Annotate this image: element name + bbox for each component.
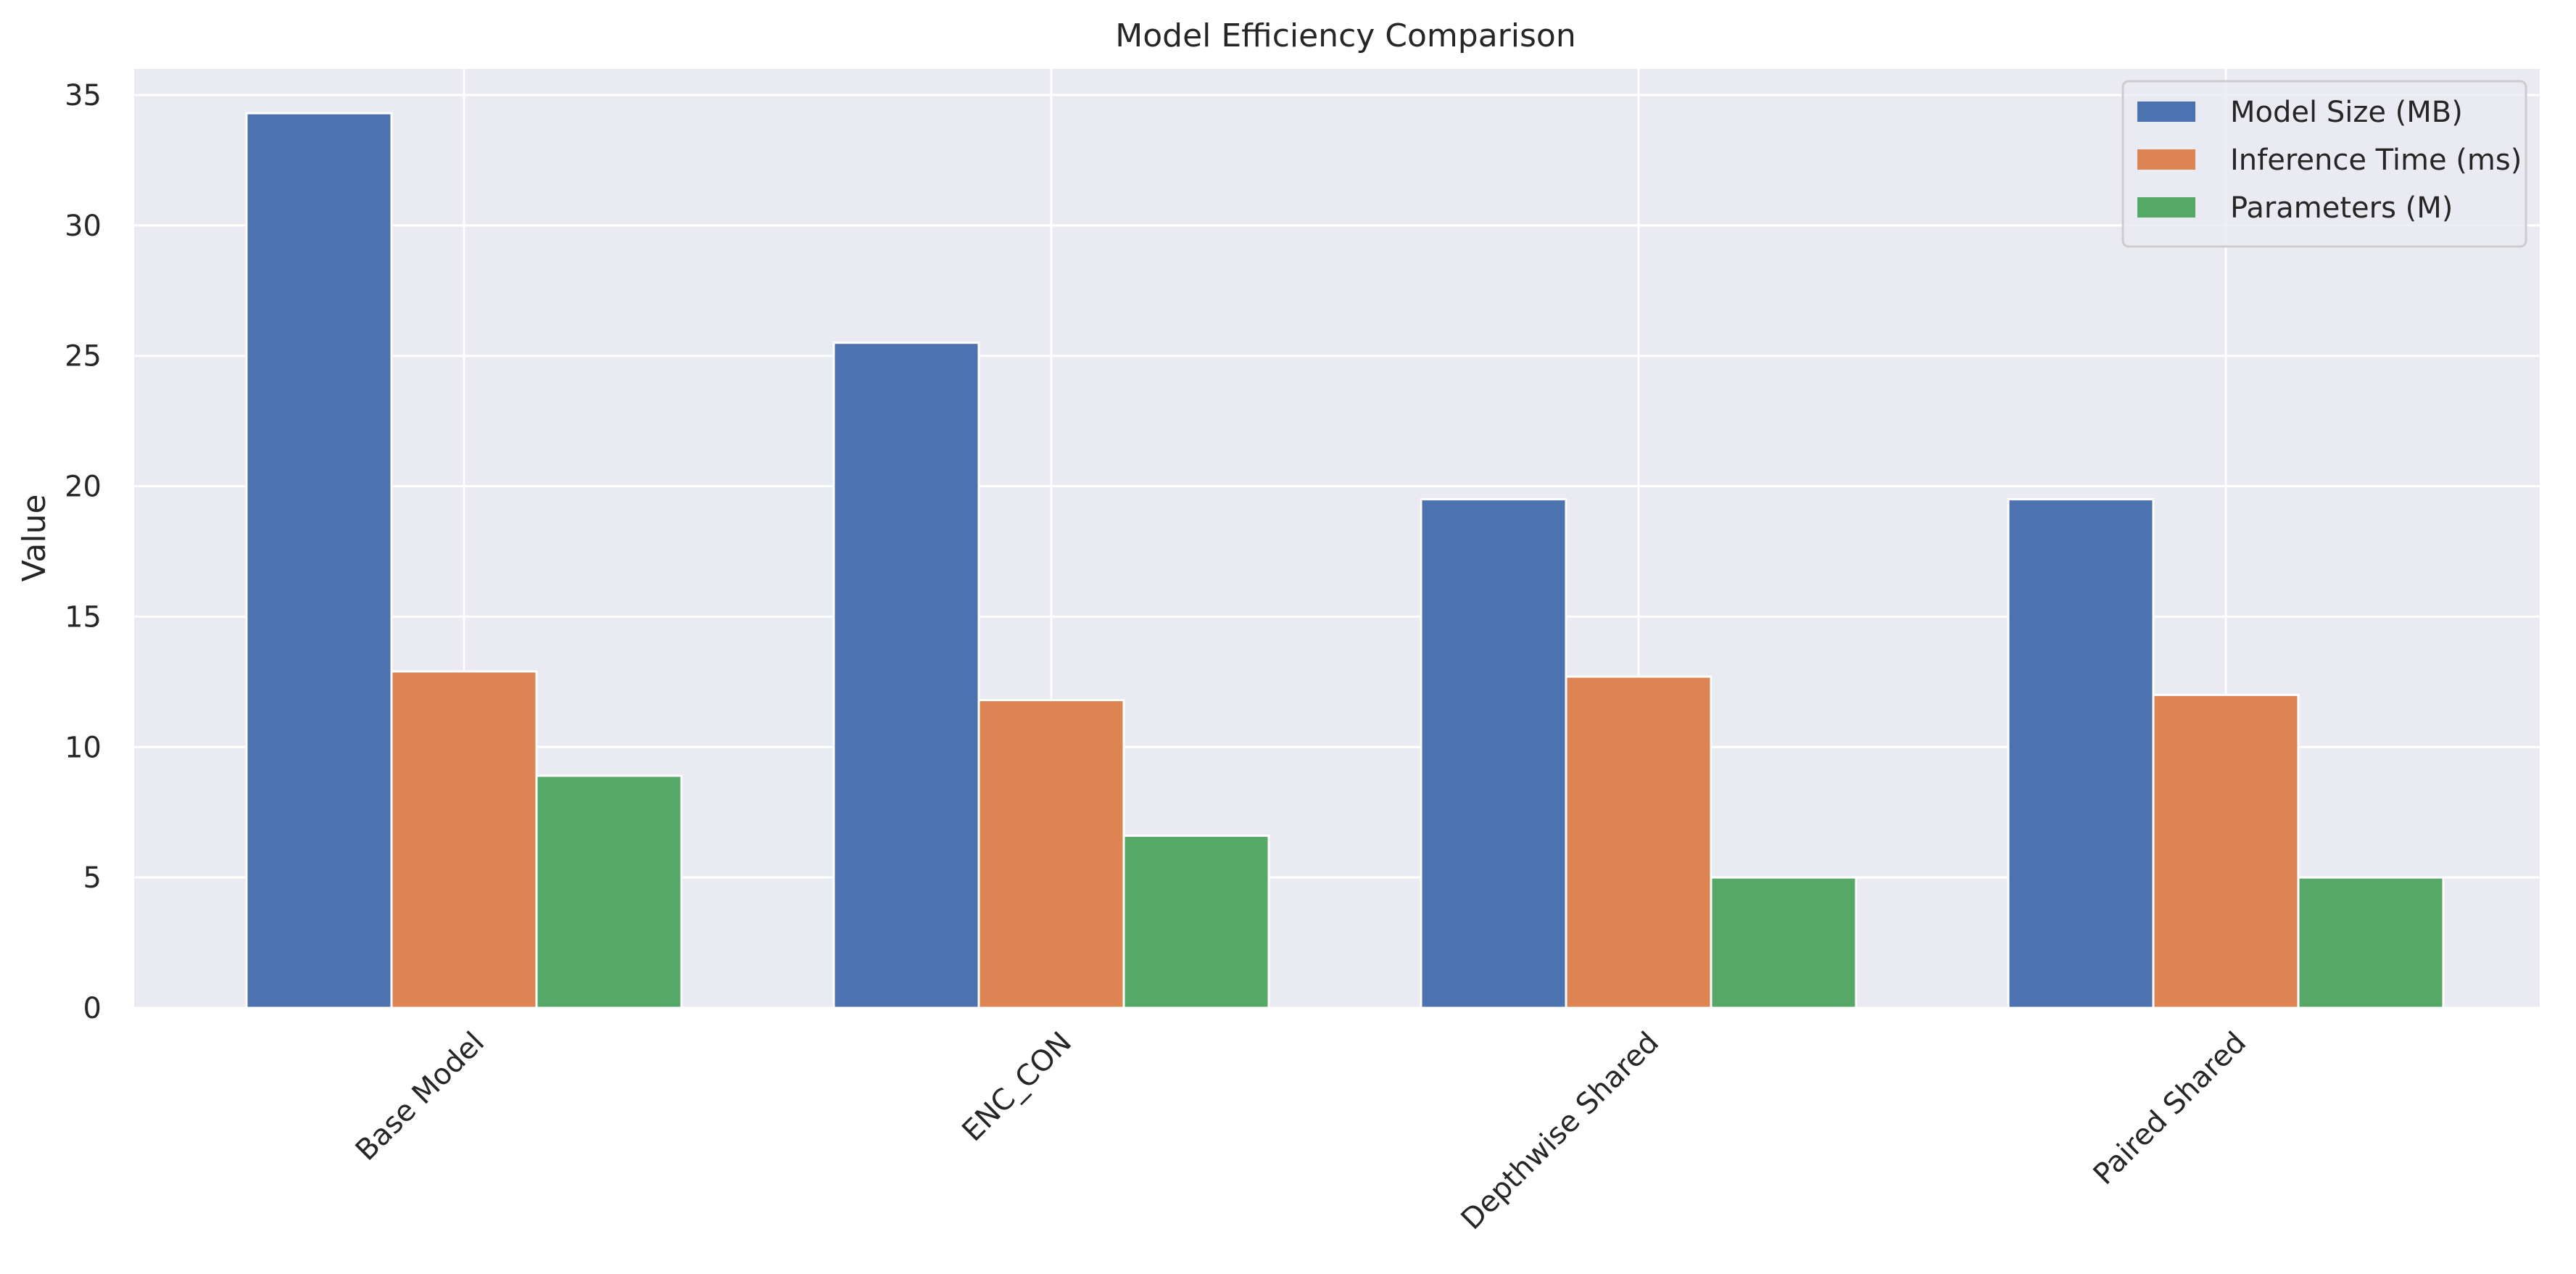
x-tick-label: Base Model — [349, 1026, 491, 1167]
legend-swatch — [2137, 149, 2195, 170]
y-tick-label: 0 — [83, 992, 102, 1025]
bar-model-size-mb-4 — [2007, 498, 2155, 1009]
x-tick-label: Depthwise Shared — [1455, 1026, 1665, 1236]
y-tick-label: 5 — [83, 861, 102, 895]
y-tick-label: 25 — [65, 340, 102, 373]
legend-swatch — [2137, 197, 2195, 218]
bar-parameters-m-3 — [1710, 876, 1858, 1009]
legend-swatch — [2137, 102, 2195, 122]
legend-label: Inference Time (ms) — [2230, 144, 2522, 177]
bar-inference-time-ms-3 — [1565, 675, 1712, 1009]
chart-title: Model Efficiency Comparison — [1115, 17, 1575, 54]
bar-inference-time-ms-4 — [2152, 693, 2300, 1009]
bar-inference-time-ms-1 — [390, 670, 538, 1009]
y-tick-label: 20 — [65, 471, 102, 504]
bar-parameters-m-1 — [535, 774, 683, 1009]
x-tick-label: Paired Shared — [2087, 1026, 2253, 1191]
bar-parameters-m-2 — [1122, 835, 1270, 1009]
legend: Model Size (MB) Inference Time (ms) Parame… — [2121, 80, 2527, 248]
legend-label: Model Size (MB) — [2230, 96, 2463, 129]
x-axis-ticks: Base Model ENC_CON Depthwise Shared Paired … — [349, 1026, 2253, 1236]
legend-label: Parameters (M) — [2230, 191, 2453, 225]
x-tick-label: ENC_CON — [956, 1026, 1078, 1149]
bar-parameters-m-4 — [2297, 876, 2445, 1009]
bar-model-size-mb-2 — [832, 342, 980, 1009]
y-tick-label: 30 — [65, 210, 102, 243]
bar-inference-time-ms-2 — [977, 699, 1125, 1009]
y-axis-title: Value — [16, 495, 53, 582]
y-tick-label: 10 — [65, 731, 102, 764]
legend-box — [2121, 80, 2527, 248]
y-axis-ticks: 0 5 10 15 20 25 30 35 — [65, 79, 102, 1025]
bar-model-size-mb-3 — [1420, 498, 1567, 1009]
y-tick-label: 15 — [65, 600, 102, 634]
bar-model-size-mb-1 — [245, 112, 393, 1009]
bars — [245, 112, 2445, 1009]
y-tick-label: 35 — [65, 79, 102, 112]
